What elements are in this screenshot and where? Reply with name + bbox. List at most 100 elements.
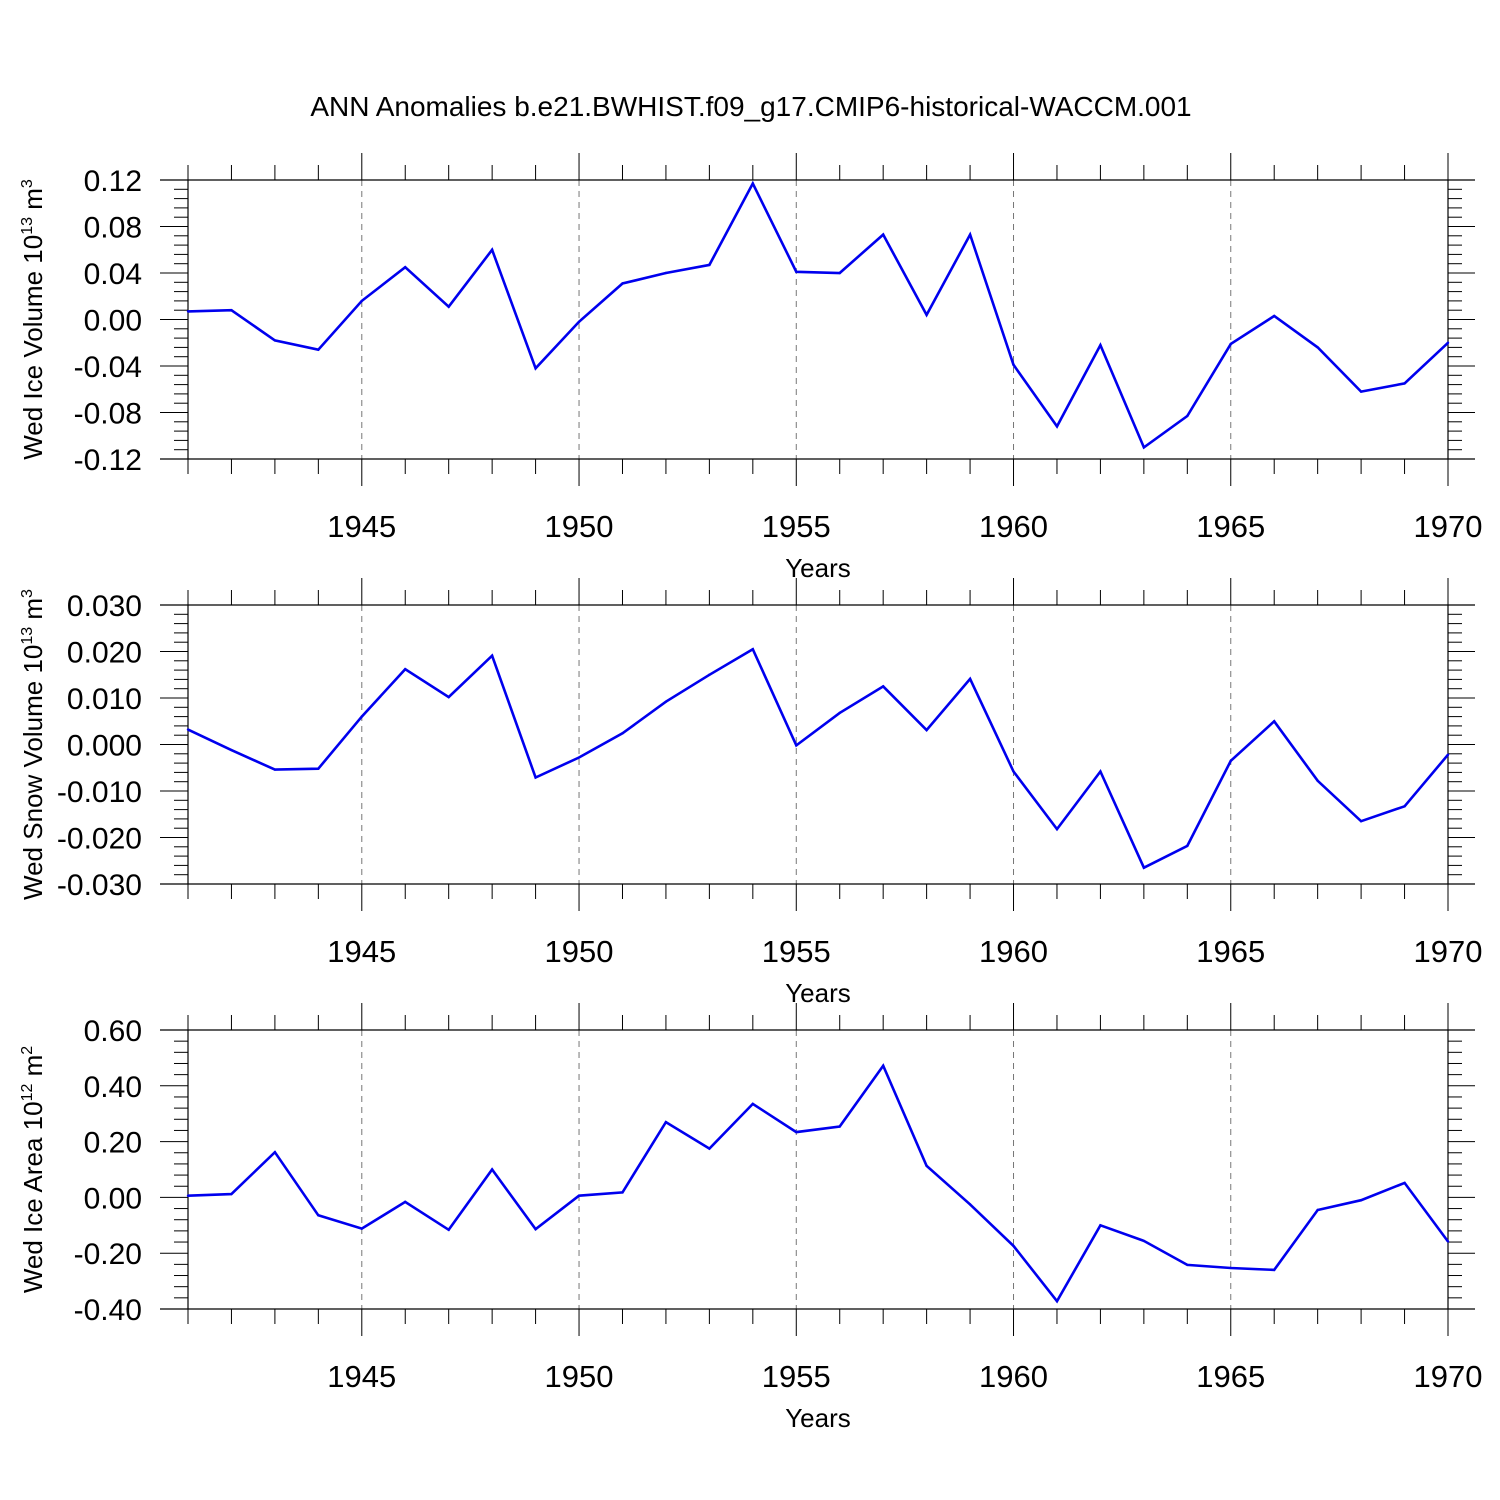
- data-point: [664, 700, 668, 703]
- data-point: [273, 1151, 277, 1154]
- data-point: [360, 299, 363, 303]
- data-point: [1229, 342, 1232, 346]
- chart-panel-3: -0.40 -0.20 0.00 0.20 0.40 0.60 1945 1950 1955 19…: [18, 1003, 1482, 1433]
- data-point: [1273, 1268, 1276, 1272]
- data-point: [1012, 363, 1015, 367]
- data-point: [751, 1102, 755, 1106]
- data-point: [925, 728, 928, 732]
- data-point: [577, 1194, 581, 1197]
- data-point: [404, 667, 407, 671]
- data-point: [1359, 1198, 1363, 1202]
- data-point: [621, 282, 624, 285]
- y-tick-label: -0.08: [74, 398, 142, 431]
- data-point: [186, 1194, 190, 1197]
- series-line: [187, 1063, 1450, 1304]
- data-point: [1186, 844, 1189, 848]
- data-point: [360, 1227, 363, 1230]
- data-point: [838, 271, 841, 275]
- data-point: [1012, 770, 1015, 773]
- data-point: [708, 263, 711, 267]
- data-point: [1403, 805, 1406, 808]
- data-point: [621, 732, 624, 735]
- y-axis-label-base: Wed Ice Area 10: [18, 1101, 48, 1293]
- y-tick-label: 0.00: [84, 305, 142, 338]
- data-point: [968, 233, 972, 236]
- data-point: [186, 310, 190, 313]
- data-point: [621, 1191, 624, 1194]
- y-axis-label-sup2: 2: [19, 1046, 36, 1055]
- x-axis-label: Years: [785, 978, 851, 1008]
- data-point: [1099, 343, 1102, 347]
- data-point: [230, 1192, 233, 1196]
- x-tick-label: 1955: [762, 934, 831, 969]
- data-point: [795, 1130, 798, 1134]
- chart-panel-2: -0.030 -0.020 -0.010 0.000 0.010 0.020 0.030 19…: [18, 578, 1482, 1008]
- data-point: [1055, 827, 1059, 831]
- data-point: [360, 715, 363, 718]
- data-point: [273, 339, 277, 342]
- data-point: [1359, 390, 1363, 393]
- data-point: [795, 270, 798, 274]
- x-tick-label: 1965: [1196, 509, 1265, 544]
- data-point: [881, 233, 885, 236]
- data-point: [1186, 414, 1189, 418]
- data-point: [447, 695, 450, 699]
- data-point: [186, 728, 190, 731]
- x-tick-label: 1960: [979, 509, 1048, 544]
- data-point: [708, 1147, 711, 1150]
- data-point: [1186, 1263, 1189, 1267]
- x-tick-label: 1960: [979, 1359, 1048, 1394]
- data-point: [1316, 346, 1319, 349]
- data-point: [1403, 1181, 1406, 1185]
- y-axis-label-sup2: 3: [19, 179, 36, 188]
- data-point: [1273, 720, 1276, 723]
- data-point: [1055, 1299, 1059, 1303]
- data-point: [1142, 446, 1146, 449]
- panels: -0.12 -0.08 -0.04 0.00 0.04 0.08 0.12 1945 1950 1…: [18, 153, 1482, 1433]
- y-axis-label-sup2: 3: [19, 589, 36, 598]
- y-axis-label-base: Wed Snow Volume 10: [18, 645, 48, 900]
- data-point: [317, 1214, 320, 1217]
- data-point: [447, 305, 450, 308]
- x-tick-label: 1955: [762, 1359, 831, 1394]
- y-axis-label-mid: m: [18, 188, 48, 217]
- series-line: [187, 647, 1449, 870]
- y-tick-label: -0.12: [74, 444, 142, 477]
- data-point: [273, 768, 277, 771]
- data-point: [230, 748, 233, 752]
- data-point: [490, 248, 494, 251]
- data-point: [1316, 1208, 1319, 1212]
- data-point: [534, 1228, 537, 1231]
- data-point: [577, 320, 581, 324]
- y-tick-label: 0.60: [84, 1015, 142, 1048]
- data-point: [795, 744, 798, 747]
- x-tick-label: 1950: [545, 934, 614, 969]
- data-point: [534, 367, 537, 370]
- y-tick-label: -0.04: [74, 351, 142, 384]
- y-tick-label: 0.030: [67, 590, 142, 623]
- y-tick-label: 0.000: [67, 730, 142, 763]
- y-tick-label: -0.20: [74, 1238, 142, 1271]
- data-point: [404, 265, 407, 269]
- y-axis-label-base: Wed Ice Volume 10: [18, 235, 48, 460]
- x-tick-label: 1960: [979, 934, 1048, 969]
- data-point: [708, 673, 711, 676]
- data-point: [317, 348, 320, 351]
- data-point: [1446, 1240, 1450, 1243]
- data-point: [838, 711, 841, 715]
- x-tick-label: 1965: [1196, 934, 1265, 969]
- series-line: [187, 180, 1449, 450]
- data-point: [881, 685, 885, 688]
- y-tick-label: -0.020: [57, 823, 142, 856]
- data-point: [1055, 425, 1059, 428]
- data-point: [1229, 1266, 1232, 1270]
- data-point: [1142, 866, 1146, 869]
- y-tick-label: 0.010: [67, 683, 142, 716]
- y-axis-label: Wed Ice Volume 1013 m3: [18, 179, 48, 460]
- x-axis-label: Years: [785, 553, 851, 583]
- data-point: [490, 1168, 494, 1171]
- y-tick-label: 0.20: [84, 1127, 142, 1160]
- data-point: [968, 677, 972, 681]
